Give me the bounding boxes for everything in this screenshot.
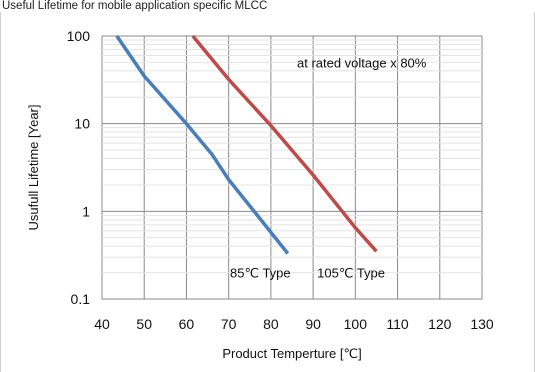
- y-axis-title: Usufull Lifetime [Year]: [26, 105, 41, 231]
- y-tick-labels: 0.1 1 10 100: [67, 28, 91, 307]
- annotation-label: at rated voltage x 80%: [297, 55, 427, 70]
- x-tick-label: 70: [221, 316, 237, 332]
- page-title: Useful Lifetime for mobile application s…: [2, 0, 268, 12]
- y-tick-label: 1: [82, 203, 90, 219]
- series-line-0: [115, 35, 290, 255]
- horizontal-gridlines: [102, 39, 482, 274]
- x-tick-label: 40: [94, 316, 110, 332]
- series-layer: [115, 34, 378, 255]
- y-tick-label: 100: [67, 28, 91, 44]
- x-tick-labels: 40 50 60 70 80 90 100 110 120 130: [94, 316, 494, 332]
- x-tick-label: 60: [179, 316, 195, 332]
- plot-area: [101, 35, 483, 300]
- y-tick-label: 0.1: [71, 291, 91, 307]
- x-axis-title: Product Temperture [℃]: [222, 346, 361, 361]
- annotation-label: 85℃ Type: [230, 266, 291, 281]
- annotation-label: 105℃ Type: [317, 266, 385, 281]
- y-tick-label: 10: [74, 116, 90, 132]
- x-tick-label: 50: [136, 316, 152, 332]
- series-line-1: [191, 34, 378, 253]
- annotations: at rated voltage x 80% 85℃ Type 105℃ Type: [230, 55, 427, 280]
- plot-border: [101, 35, 483, 300]
- x-tick-label: 80: [263, 316, 279, 332]
- x-tick-label: 90: [305, 316, 321, 332]
- x-tick-label: 110: [386, 316, 409, 332]
- x-tick-label: 120: [428, 316, 452, 332]
- x-tick-label: 130: [470, 316, 494, 332]
- x-tick-label: 100: [344, 316, 368, 332]
